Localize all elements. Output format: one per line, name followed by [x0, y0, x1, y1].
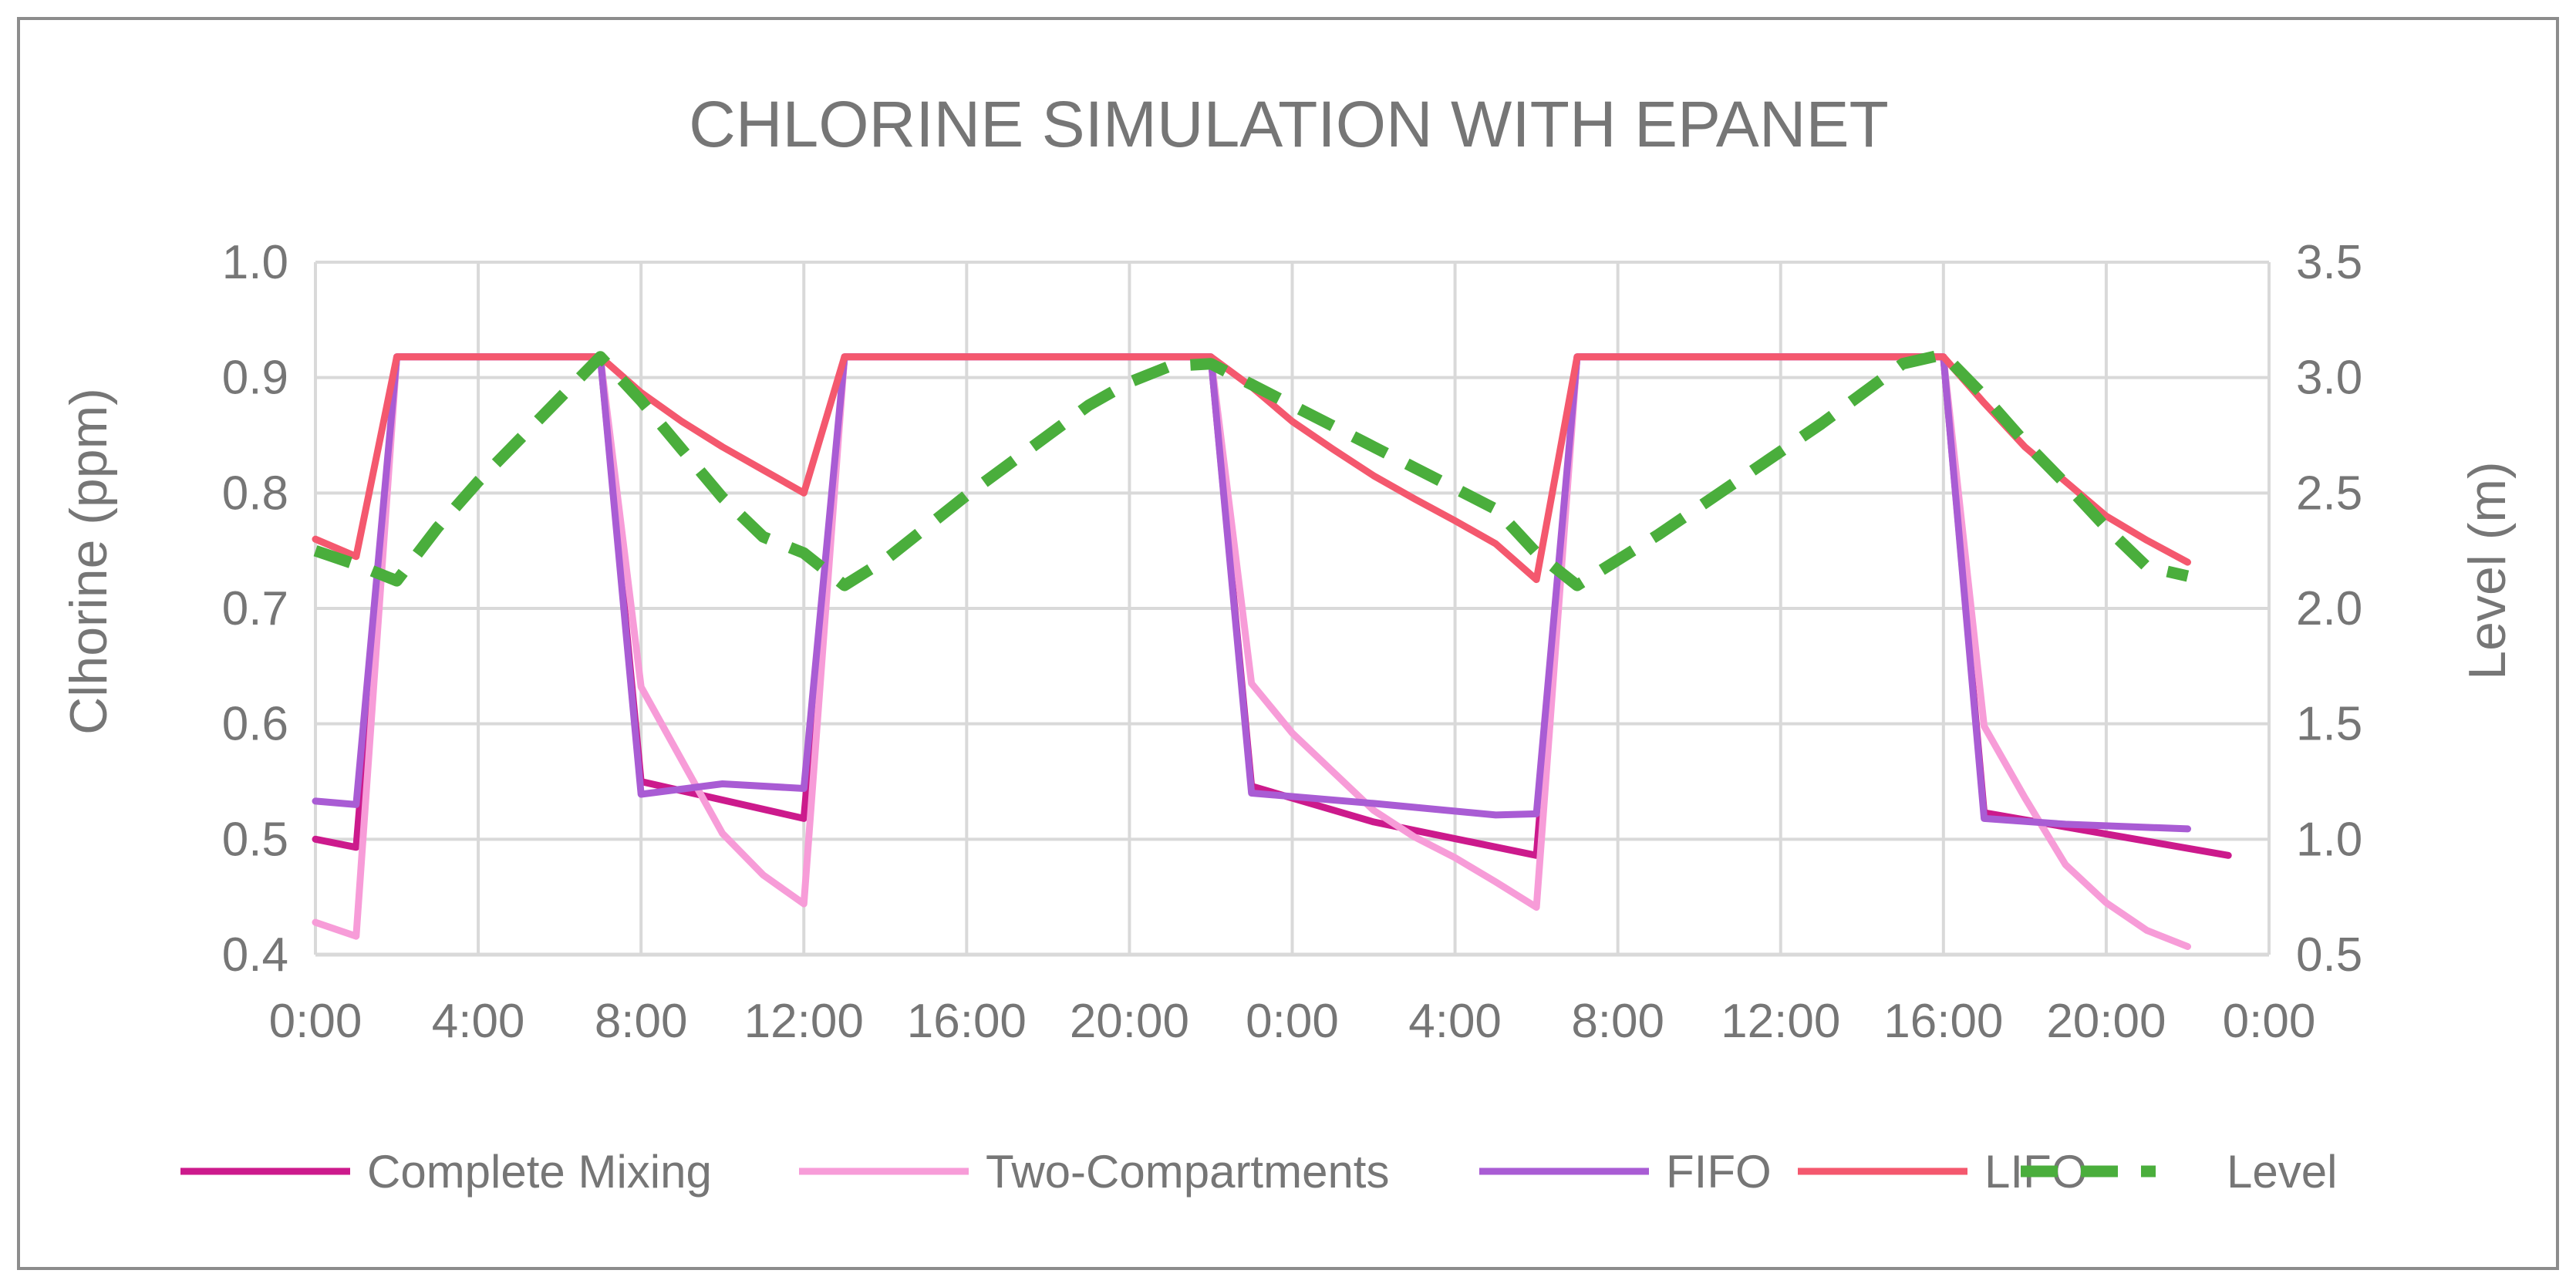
- x-tick-label: 16:00: [1883, 995, 2003, 1048]
- series-line-level: [313, 349, 2190, 591]
- y-tick-label: 0.8: [222, 467, 288, 520]
- x-tick-label: 20:00: [1070, 995, 1189, 1048]
- series-lines: [312, 349, 2232, 950]
- axes: 0.4 0.5 0.6 0.7 0.8 0.9 1.0 0.5 1.0 1.5 2.0 2.5 3.0 3…: [222, 236, 2362, 1048]
- x-tick-label: 12:00: [1721, 995, 1840, 1048]
- legend: Complete Mixing Two-Compartments FIFO LIFO L…: [180, 1146, 2337, 1198]
- y2-tick-label: 3.0: [2296, 352, 2362, 405]
- chart-title: CHLORINE SIMULATION WITH EPANET: [689, 88, 1889, 160]
- y2-tick-label: 2.5: [2296, 467, 2362, 520]
- y-tick-label: 0.4: [222, 928, 288, 982]
- series-line-complete-mixing: [312, 353, 2232, 859]
- x-tick-label: 8:00: [1571, 995, 1664, 1048]
- x-tick-label: 8:00: [595, 995, 688, 1048]
- series-line-fifo: [312, 353, 2191, 833]
- y2-axis-label: Level (m): [2458, 461, 2517, 679]
- chart-frame: [17, 17, 2559, 1270]
- y-tick-label: 0.9: [222, 352, 288, 405]
- x-tick-label: 20:00: [2046, 995, 2166, 1048]
- legend-label: Level: [2227, 1146, 2337, 1198]
- y2-tick-label: 1.0: [2296, 813, 2362, 866]
- y-tick-label: 0.7: [222, 582, 288, 635]
- y-tick-label: 0.5: [222, 813, 288, 866]
- x-tick-label: 4:00: [432, 995, 525, 1048]
- y2-tick-label: 3.5: [2296, 236, 2362, 289]
- x-tick-label: 12:00: [744, 995, 864, 1048]
- x-tick-label: 0:00: [1246, 995, 1339, 1048]
- legend-label: FIFO: [1666, 1146, 1772, 1198]
- y-tick-label: 0.6: [222, 698, 288, 751]
- legend-label: Complete Mixing: [367, 1146, 712, 1198]
- x-tick-label: 4:00: [1408, 995, 1502, 1048]
- y-axis-label: Clhorine (ppm): [59, 388, 118, 735]
- y2-tick-label: 1.5: [2296, 698, 2362, 751]
- y-tick-label: 1.0: [222, 236, 288, 289]
- series-line-two-compartments: [312, 353, 2191, 950]
- y2-tick-label: 0.5: [2296, 928, 2362, 982]
- legend-label: Two-Compartments: [986, 1146, 1389, 1198]
- x-tick-label: 0:00: [2223, 995, 2316, 1048]
- x-tick-label: 16:00: [907, 995, 1027, 1048]
- x-tick-label: 0:00: [269, 995, 362, 1048]
- y2-tick-label: 2.0: [2296, 582, 2362, 635]
